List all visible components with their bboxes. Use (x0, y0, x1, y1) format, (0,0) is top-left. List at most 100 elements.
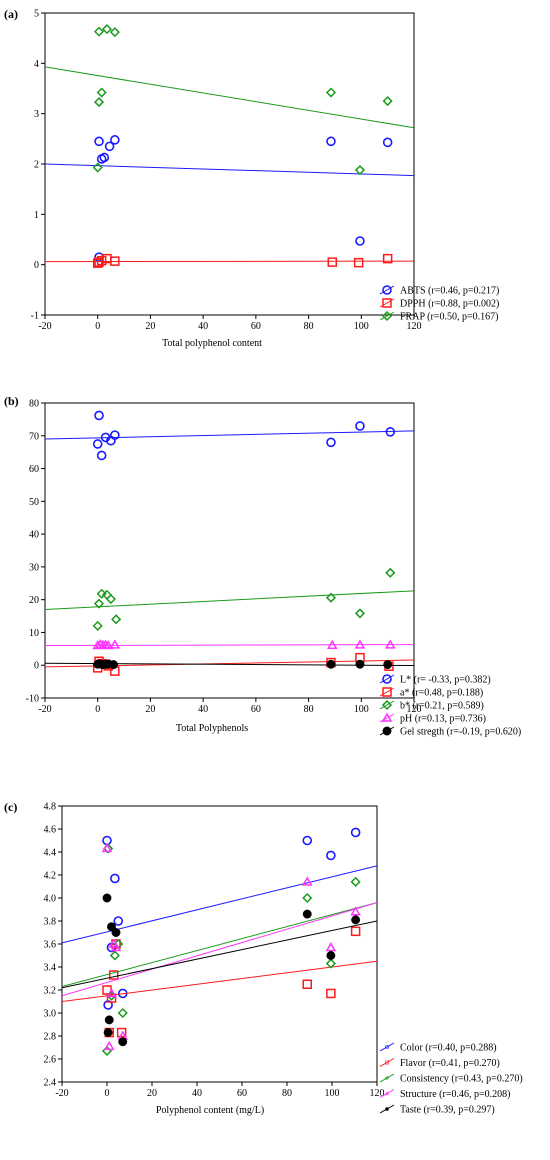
y-tick-label: 4.6 (44, 825, 57, 836)
data-point (109, 970, 119, 980)
legend-line (379, 298, 395, 308)
data-point (92, 162, 103, 173)
x-tick-label: -20 (38, 321, 51, 332)
data-point (109, 27, 120, 38)
data-point (102, 893, 112, 903)
data-point (326, 659, 336, 669)
x-tick-label: 60 (237, 1088, 247, 1099)
data-point (382, 137, 393, 148)
chart-panel-3: (c) -20 0 20 40 60 80 100 120 2.4 2.6 2.8 3.0 3.2 3.4 3… (4, 800, 523, 1116)
data-point (116, 1027, 127, 1038)
series-4 (62, 843, 377, 1051)
chart-panel-2: (b) -20 0 20 40 60 80 100 120 -10 0 10 20 30 40 50 60 70 8… (4, 394, 521, 738)
data-point (92, 640, 104, 650)
legend-entry: Color (r=0.40, p=0.288) (400, 1043, 497, 1054)
plot-frame (44, 402, 415, 699)
y-tick-label: 3.8 (44, 917, 57, 928)
y-tick-label: 4 (34, 59, 39, 70)
data-point (109, 950, 120, 961)
legend: Color (r=0.40, p=0.288) Flavor (r=0.41, p… (379, 1043, 523, 1116)
y-tick-label: 3.6 (44, 940, 57, 951)
data-point (111, 614, 122, 625)
legend-entry: Taste (r=0.39, p=0.297) (400, 1105, 495, 1116)
x-axis-label: Polyphenol content (mg/L) (156, 1105, 264, 1116)
data-point (382, 253, 393, 264)
data-point (354, 164, 366, 176)
data-point (110, 256, 120, 266)
x-tick-label: 20 (145, 704, 155, 715)
data-point (302, 892, 313, 904)
x-tick-label: 60 (251, 321, 261, 332)
legend-marker (385, 1060, 389, 1065)
data-point (92, 439, 103, 449)
data-point (353, 257, 364, 268)
legend-marker (381, 712, 393, 722)
data-point (101, 843, 113, 853)
x-tick-label: 100 (325, 1088, 340, 1099)
x-tick-label: 120 (370, 1088, 385, 1099)
fit-line (45, 163, 414, 177)
y-tick-label: 3.2 (44, 986, 57, 997)
x-tick-label: 0 (95, 321, 100, 332)
fit-line (45, 66, 414, 129)
data-point (104, 1015, 114, 1025)
data-point (106, 987, 117, 998)
data-point (110, 430, 120, 440)
legend-entry: Gel stregth (r=-0.19, p=0.620) (400, 727, 521, 738)
data-point (96, 87, 107, 98)
data-point (94, 410, 104, 421)
data-point (101, 1045, 113, 1057)
legend-entry: Consistency (r=0.43, p=0.270) (400, 1074, 523, 1085)
legend-marker (382, 687, 392, 697)
y-tick-label: 2 (34, 160, 39, 171)
series-1 (45, 135, 414, 262)
y-tick-label: 5 (34, 9, 39, 20)
y-tick-label: 20 (29, 595, 39, 606)
data-point (109, 639, 121, 649)
data-point (385, 567, 396, 578)
y-tick-label: 0 (34, 661, 39, 672)
data-point (96, 450, 107, 461)
data-point (93, 97, 105, 108)
legend-marker (385, 1107, 389, 1111)
data-point (355, 236, 365, 246)
data-point (301, 876, 313, 886)
legend-marker (382, 674, 392, 684)
x-tick-label: 20 (147, 1088, 157, 1099)
data-point (92, 620, 103, 631)
data-point (354, 639, 366, 649)
data-point (302, 909, 312, 919)
data-point (113, 916, 124, 926)
data-point (105, 593, 116, 605)
data-point (325, 941, 337, 952)
y-tick-label: -1 (31, 311, 39, 322)
data-point (93, 598, 105, 609)
x-tick-label: 100 (354, 704, 369, 715)
data-point (99, 152, 110, 163)
data-point (350, 876, 361, 887)
series-1 (45, 410, 414, 461)
fit-line (62, 902, 377, 997)
panel-label: (c) (4, 800, 17, 814)
y-tick-label: 60 (29, 464, 39, 475)
data-point (110, 873, 120, 884)
x-tick-label: 100 (354, 321, 369, 332)
data-point (102, 640, 114, 650)
data-point (350, 906, 361, 916)
panel-label: (b) (4, 394, 19, 408)
data-point (326, 136, 336, 147)
legend-line (379, 687, 395, 697)
legend-entry: Structure (r=0.46, p=0.208) (400, 1089, 510, 1100)
legend-marker (381, 310, 393, 322)
legend: L* (r= -0.33, p=0.382) a* (r=0.48, p=0.18… (379, 674, 521, 738)
legend-entry: a* (r=0.48, p=0.188) (400, 688, 483, 699)
legend-marker (384, 1091, 390, 1095)
data-point (383, 660, 393, 670)
plot-frame (44, 12, 415, 316)
data-point (103, 1028, 113, 1038)
legend-entry: b* (r=0.21, p=0.589) (400, 701, 484, 712)
data-point (302, 979, 312, 989)
x-tick-label: 40 (198, 321, 208, 332)
legend-marker (381, 699, 393, 711)
